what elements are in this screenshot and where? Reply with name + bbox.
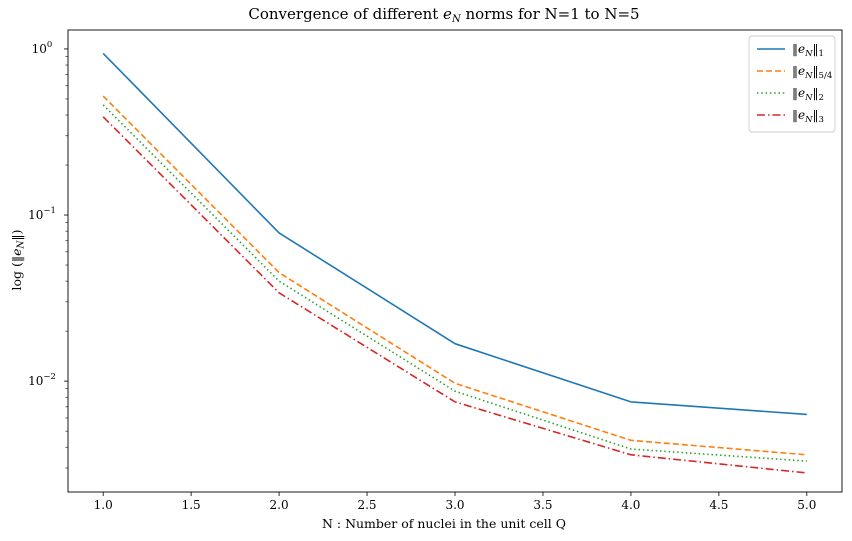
y-axis-label: log (‖eN‖) bbox=[9, 229, 27, 290]
legend: ‖eN‖1 ‖eN‖5/4 ‖eN‖2 ‖eN‖3 bbox=[748, 35, 836, 133]
x-tick-label: 3.0 bbox=[445, 498, 464, 512]
y-tick-label: 100 bbox=[32, 40, 53, 56]
x-tick-label: 1.0 bbox=[94, 498, 113, 512]
plot-frame bbox=[67, 29, 843, 493]
x-tick-label: 4.5 bbox=[709, 498, 728, 512]
legend-label-2: ‖eN‖5/4 bbox=[792, 64, 832, 81]
x-axis-ticks: 1.0 1.5 2.0 2.5 3.0 3.5 4.0 4.5 5.0 bbox=[94, 492, 816, 512]
x-tick-label: 4.0 bbox=[621, 498, 640, 512]
legend-box bbox=[748, 35, 836, 133]
x-tick-label: 2.5 bbox=[357, 498, 376, 512]
y-tick-label: 10−2 bbox=[28, 372, 56, 388]
legend-label-1: ‖eN‖1 bbox=[792, 42, 824, 59]
y-axis-ticks: 100 10−1 10−2 bbox=[28, 40, 68, 388]
chart-title: Convergence of different eN norms for N=… bbox=[248, 5, 639, 25]
x-axis-label: N : Number of nuclei in the unit cell Q bbox=[322, 516, 566, 531]
x-tick-label: 2.0 bbox=[270, 498, 289, 512]
series-line-2 bbox=[102, 95, 807, 456]
x-tick-label: 1.5 bbox=[182, 498, 201, 512]
x-tick-label: 5.0 bbox=[797, 498, 816, 512]
legend-label-4: ‖eN‖3 bbox=[792, 108, 824, 125]
series-layer bbox=[102, 52, 807, 474]
series-line-4 bbox=[102, 116, 807, 474]
y-tick-label: 10−1 bbox=[28, 206, 56, 222]
series-line-1 bbox=[102, 52, 807, 416]
series-line-3 bbox=[102, 104, 807, 462]
x-tick-label: 3.5 bbox=[533, 498, 552, 512]
legend-label-3: ‖eN‖2 bbox=[792, 86, 824, 103]
